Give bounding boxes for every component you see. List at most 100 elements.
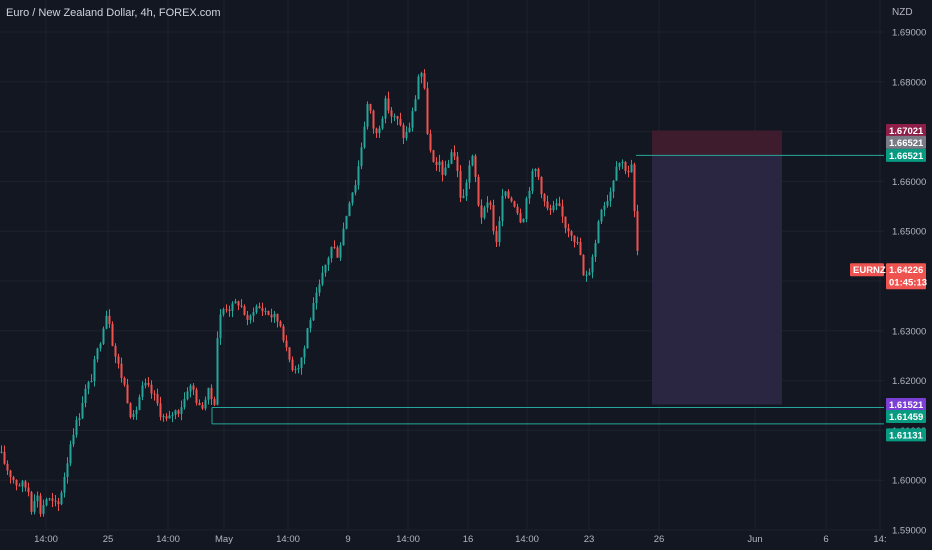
candle-body: [354, 185, 357, 193]
candle-body: [414, 99, 417, 112]
candle-body: [423, 73, 426, 89]
candle-body: [588, 272, 591, 275]
candle-body: [192, 385, 195, 390]
candle-body: [0, 451, 3, 453]
candle-body: [9, 470, 12, 478]
candle-body: [453, 152, 456, 157]
entry-projection-tag-bg: [886, 135, 926, 149]
candle-body: [360, 147, 363, 167]
candle-body: [246, 314, 249, 320]
candle-body: [33, 501, 36, 512]
candle-body: [594, 242, 597, 257]
current-price-tag: 1.64226 01:45:13: [886, 263, 927, 290]
candle-body: [519, 213, 522, 223]
candle-body: [153, 393, 156, 395]
symbol-badge-bg: [850, 263, 884, 277]
candle-body: [231, 303, 234, 311]
x-tick-label: 14:00: [515, 534, 539, 545]
x-tick-label: 16: [463, 534, 474, 545]
support-low-tag-bg: [886, 428, 926, 442]
candle-body: [396, 116, 399, 119]
candle-body: [528, 190, 531, 199]
x-tick-label: 14:00: [156, 534, 180, 545]
candle-body: [591, 256, 594, 273]
candle-body: [375, 128, 378, 134]
candle-body: [228, 309, 231, 311]
candle-body: [183, 399, 186, 408]
candle-body: [282, 326, 285, 341]
candle-body: [99, 343, 102, 349]
candle-body: [384, 98, 387, 119]
candle-body: [156, 394, 159, 404]
x-tick-label: 6: [823, 534, 828, 545]
candle-body: [129, 403, 132, 418]
candle-body: [90, 381, 93, 383]
candle-body: [315, 292, 318, 304]
axis-currency: NZD: [892, 7, 913, 18]
candle-body: [150, 384, 153, 394]
candle-body: [81, 403, 84, 419]
candle-body: [615, 166, 618, 181]
candle-body: [207, 387, 210, 400]
candle-body: [558, 203, 561, 206]
candle-body: [3, 451, 6, 464]
candle-body: [540, 176, 543, 195]
candle-body: [300, 357, 303, 369]
candle-body: [597, 221, 600, 243]
candle-body: [402, 125, 405, 139]
candle-body: [255, 306, 258, 313]
candle-body: [507, 191, 510, 198]
candle-body: [273, 313, 276, 318]
entry-price-tag-bg: [886, 148, 926, 162]
time-axis[interactable]: 14:00 25 14:00 May 14:00 9 14:00 16 14:00 23 26 Jun…: [34, 534, 887, 545]
level-lines: [211, 154, 884, 425]
entry-projection-tag-text: 1.66521: [889, 138, 924, 149]
candle-body: [225, 309, 228, 311]
y-tick-label: 1.65000: [892, 227, 926, 238]
candle-body: [393, 116, 396, 118]
candle-body: [411, 111, 414, 128]
candle-body: [177, 410, 180, 414]
candle-body: [537, 168, 540, 177]
candle-body: [501, 195, 504, 222]
candle-body: [108, 315, 111, 324]
candle-body: [132, 413, 135, 418]
candle-body: [438, 161, 441, 166]
candle-body: [444, 167, 447, 175]
candle-body: [564, 216, 567, 229]
candle-body: [570, 231, 573, 236]
candle-body: [390, 110, 393, 117]
candle-body: [12, 477, 15, 480]
candle-body: [180, 407, 183, 414]
candle-body: [318, 284, 321, 293]
candle-body: [210, 387, 213, 400]
candle-body: [420, 73, 423, 77]
target-price-tag-bg: [886, 397, 926, 411]
candle-body: [543, 194, 546, 202]
target-price-tag-text: 1.61521: [889, 400, 924, 411]
entry-projection-tag: 1.66521: [886, 135, 926, 149]
candle-body: [75, 420, 78, 435]
candle-body: [369, 104, 372, 111]
candle-body: [126, 384, 129, 404]
take-profit-zone: [652, 155, 782, 405]
candle-body: [636, 211, 639, 251]
candle-body: [144, 382, 147, 386]
candle-body: [174, 410, 177, 415]
candle-body: [399, 118, 402, 126]
x-tick-label: 9: [345, 534, 350, 545]
candle-body: [51, 498, 54, 501]
y-tick-label: 1.63000: [892, 326, 926, 337]
candle-body: [6, 463, 9, 471]
candle-body: [195, 389, 198, 403]
candle-body: [54, 500, 57, 502]
candle-body: [471, 155, 474, 166]
candle-body: [219, 314, 222, 339]
price-tags: 1.670211.665211.665211.615211.614591.611…: [850, 124, 927, 442]
candle-body: [621, 162, 624, 164]
support-high-tag: 1.61459: [886, 410, 926, 424]
candle-body: [561, 205, 564, 217]
candle-body: [117, 356, 120, 364]
candle-body: [486, 202, 489, 208]
